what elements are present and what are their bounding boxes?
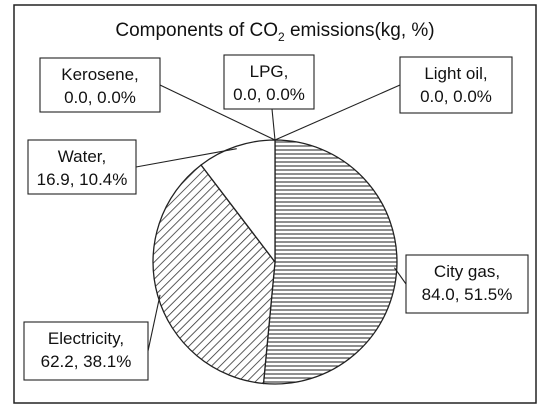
slice-label-value: 62.2, 38.1% [41, 352, 132, 371]
leader-line-city-gas [393, 267, 407, 285]
slice-labels: City gas, 84.0, 51.5% Electricity, 62.2, 38… [23, 54, 529, 381]
slice-label-name: Water, [58, 147, 107, 166]
chart-title: Components of CO2 emissions(kg, %) [115, 20, 434, 44]
slice-label-name: Kerosene, [61, 65, 139, 84]
slice-label-box [223, 54, 315, 110]
leader-line-water [135, 148, 237, 168]
slice-label-box [23, 321, 149, 381]
slice-label-city-gas: City gas, 84.0, 51.5% [405, 254, 529, 314]
slice-label-electricity: Electricity, 62.2, 38.1% [23, 321, 149, 381]
pie-slice-city-gas [262, 139, 398, 385]
slice-label-box [39, 57, 161, 113]
slice-label-value: 0.0, 0.0% [420, 87, 492, 106]
chart-title-text: Components of CO [115, 20, 278, 41]
slice-label-lpg: LPG, 0.0, 0.0% [223, 54, 315, 110]
pie-slices [152, 139, 398, 385]
leader-line-lpg [271, 108, 276, 141]
leader-line-light-oil [274, 84, 401, 141]
slice-label-value: 84.0, 51.5% [422, 285, 513, 304]
pie-slice-electricity [152, 164, 276, 385]
slice-label-water: Water, 16.9, 10.4% [27, 139, 137, 195]
slice-label-name: City gas, [434, 262, 500, 281]
leader-line-electricity [147, 294, 161, 352]
chart-title-subscript: 2 [278, 30, 285, 44]
slice-label-name: LPG, [250, 62, 289, 81]
leader-lines [135, 84, 407, 352]
slice-label-value: 16.9, 10.4% [37, 170, 128, 189]
slice-label-box [27, 139, 137, 195]
chart-title-text-end: emissions(kg, %) [285, 20, 435, 41]
slice-label-name: Light oil, [424, 64, 487, 83]
slice-label-box [405, 254, 529, 314]
slice-label-name: Electricity, [48, 329, 124, 348]
slice-label-value: 0.0, 0.0% [233, 85, 305, 104]
slice-label-light-oil: Light oil, 0.0, 0.0% [399, 56, 513, 114]
slice-label-kerosene: Kerosene, 0.0, 0.0% [39, 57, 161, 113]
pie-slice-water [200, 139, 276, 264]
slice-label-box [399, 56, 513, 114]
leader-line-kerosene [159, 84, 276, 141]
slice-label-value: 0.0, 0.0% [64, 88, 136, 107]
